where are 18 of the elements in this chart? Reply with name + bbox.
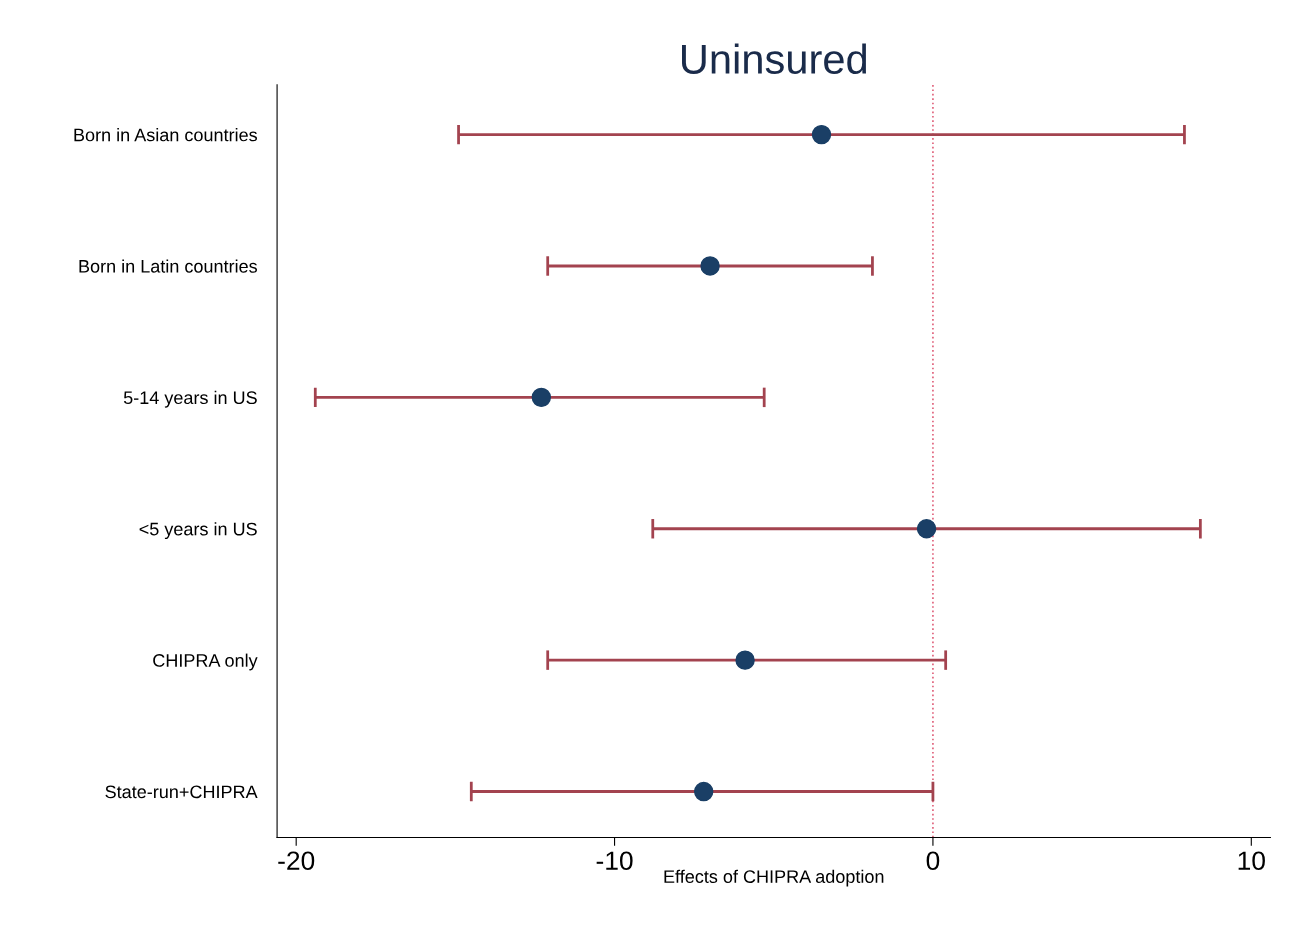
y-tick-label: Born in Asian countries (74, 128, 257, 142)
point (693, 781, 714, 802)
y-tick-label: 5-14 years in US (123, 390, 257, 408)
y-tick-label: CHIPRA only (153, 653, 258, 671)
point (811, 124, 832, 145)
y-tick-label: Born in Latin countries (79, 259, 257, 273)
x-tick-label: 0 (926, 851, 940, 871)
x-tick-label: 10 (1238, 851, 1265, 871)
point (531, 387, 552, 408)
point (916, 519, 937, 539)
x-tick-label: -20 (278, 851, 315, 871)
x-axis-title: Effects of CHIPRA adoption (664, 869, 884, 887)
x-tick-label: -10 (596, 851, 633, 871)
y-tick-label: State-run+CHIPRA (105, 785, 258, 799)
point (700, 256, 720, 276)
chart-title: Uninsured (682, 43, 867, 74)
y-tick-label: <5 years in US (139, 522, 257, 540)
point (735, 650, 755, 670)
